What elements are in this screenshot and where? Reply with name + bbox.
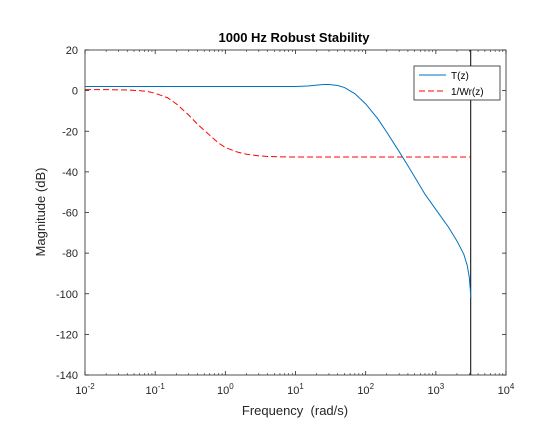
chart-title: 1000 Hz Robust Stability xyxy=(219,30,371,45)
legend-label-t: T(z) xyxy=(451,71,469,82)
y-tick-label: 0 xyxy=(72,86,78,98)
x-tick-label: 100 xyxy=(217,382,234,397)
y-tick-label: -40 xyxy=(62,167,78,179)
series-line-t xyxy=(85,84,472,298)
legend-label-wr: 1/Wr(z) xyxy=(451,87,484,98)
x-tick-label: 10-1 xyxy=(145,382,165,397)
series-layer xyxy=(85,50,472,375)
y-tick-label: 20 xyxy=(66,45,78,57)
y-tick-label: -140 xyxy=(56,370,78,382)
y-tick-label: -60 xyxy=(62,208,78,220)
x-tick-label: 101 xyxy=(287,382,304,397)
y-tick-label: -20 xyxy=(62,126,78,138)
y-tick-label: -120 xyxy=(56,329,78,341)
legend-box xyxy=(413,65,501,101)
plot-area xyxy=(84,49,507,376)
y-axis-label: Magnitude (dB) xyxy=(33,168,48,257)
y-tick-label: -100 xyxy=(56,289,78,301)
x-tick-label: 103 xyxy=(427,382,444,397)
x-tick-label: 10-2 xyxy=(75,382,95,397)
legend: T(z) 1/Wr(z) xyxy=(413,65,501,101)
x-axis-label: Frequency (rad/s) xyxy=(242,403,348,418)
x-tick-label: 104 xyxy=(498,382,515,397)
y-tick-label: -80 xyxy=(62,248,78,260)
series-line-wr xyxy=(85,89,471,158)
x-tick-label: 102 xyxy=(357,382,374,397)
